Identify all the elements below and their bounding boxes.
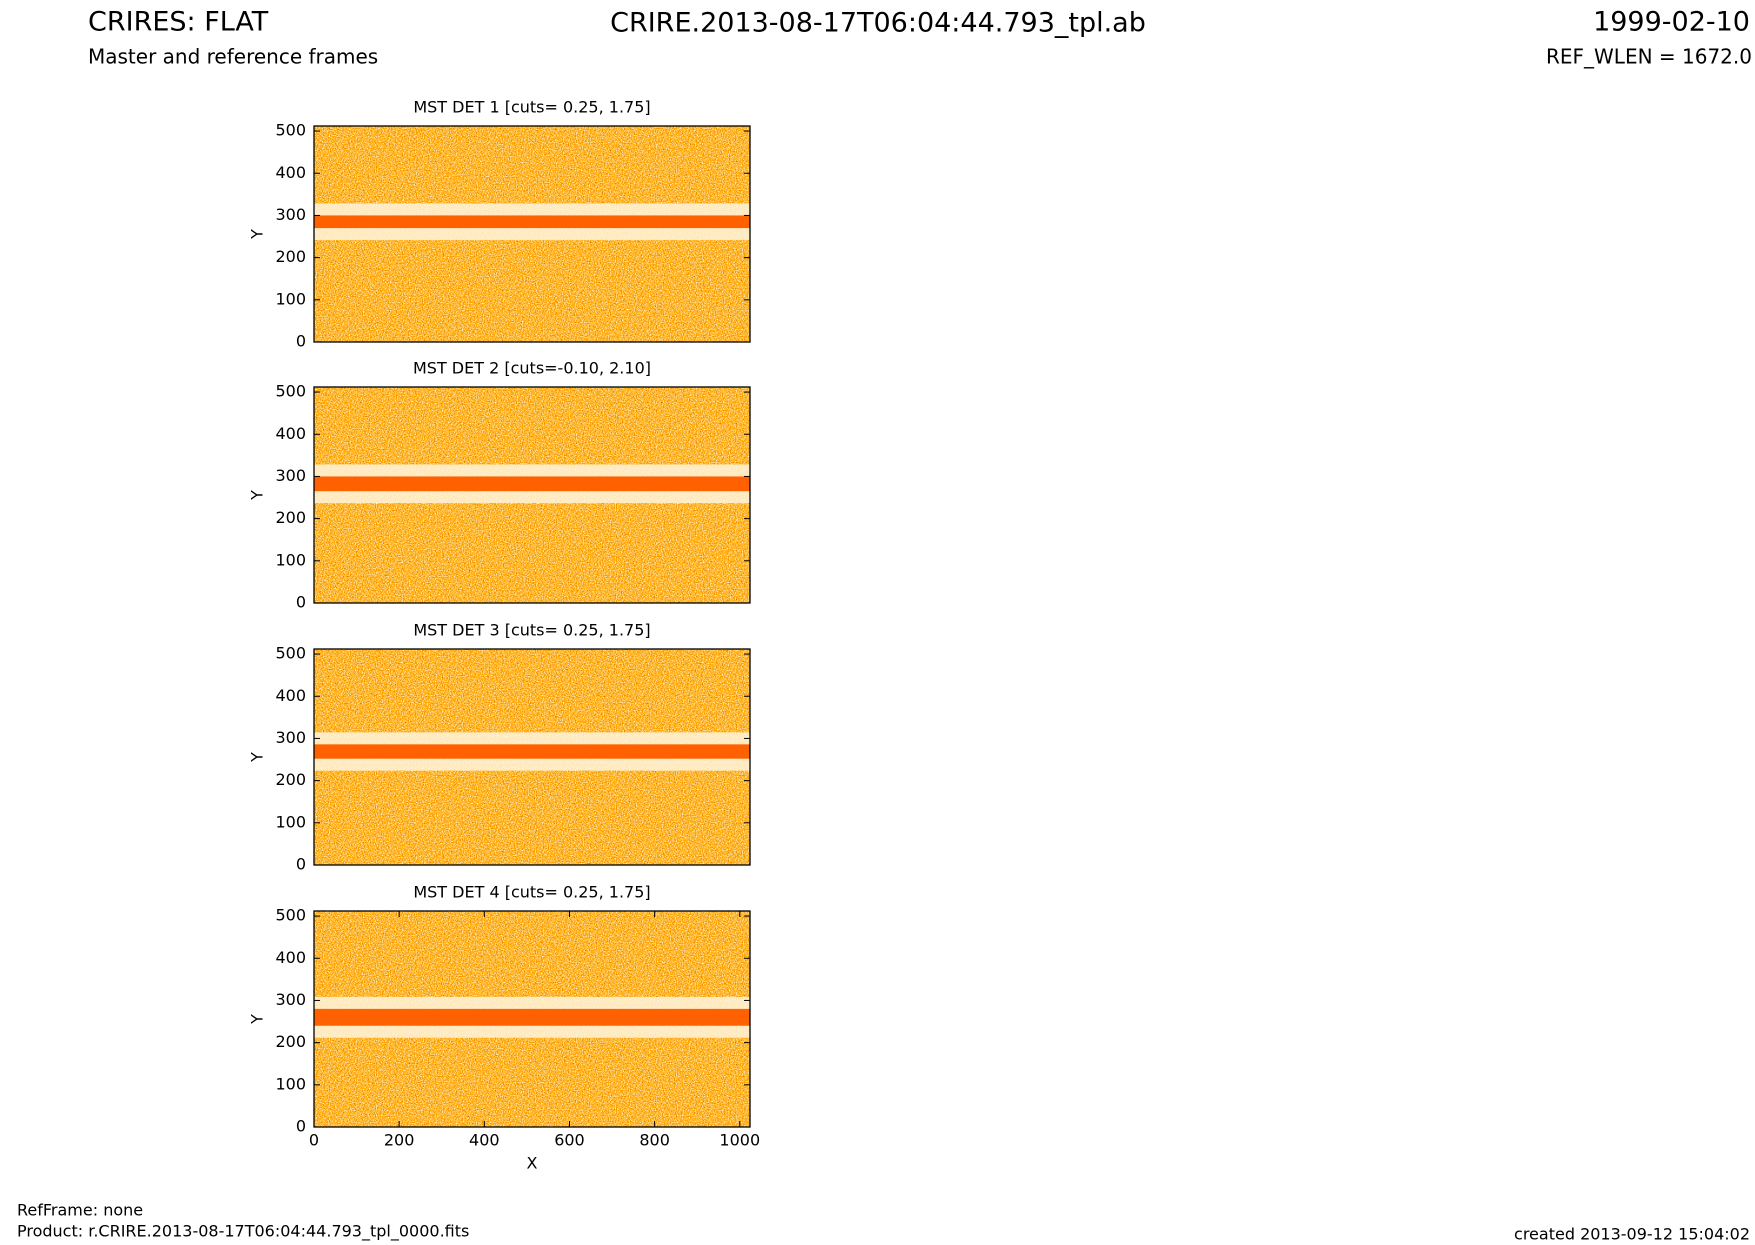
- product: Product: r.CRIRE.2013-08-17T06:04:44.793…: [17, 1222, 469, 1242]
- y-tick-label: 0: [296, 1117, 306, 1136]
- panel-title: MST DET 3 [cuts= 0.25, 1.75]: [413, 621, 650, 640]
- y-tick-label: 400: [275, 424, 306, 443]
- band: [314, 744, 750, 759]
- y-tick-label: 500: [275, 644, 306, 663]
- y-axis-label: Y: [248, 752, 267, 763]
- axes-frame: [313, 648, 751, 866]
- panel-title: MST DET 4 [cuts= 0.25, 1.75]: [413, 883, 650, 902]
- y-axis-label: Y: [248, 490, 267, 501]
- axes-frame: [313, 910, 751, 1128]
- y-axis-label: Y: [248, 1014, 267, 1025]
- x-tick-label: 0: [309, 1131, 319, 1150]
- y-tick-label: 200: [275, 770, 306, 789]
- y-tick-label: 100: [275, 289, 306, 308]
- panel-title: MST DET 2 [cuts=-0.10, 2.10]: [413, 359, 651, 378]
- y-tick-label: 300: [275, 990, 306, 1009]
- date: 1999-02-10: [1593, 7, 1750, 38]
- y-tick-label: 100: [275, 812, 306, 831]
- y-tick-label: 400: [275, 686, 306, 705]
- y-tick-label: 200: [275, 508, 306, 527]
- axes-frame: [313, 386, 751, 604]
- y-tick-label: 200: [275, 247, 306, 266]
- file-name: CRIRE.2013-08-17T06:04:44.793_tpl.ab: [610, 8, 1146, 39]
- y-tick-label: 0: [296, 593, 306, 612]
- y-tick-label: 500: [275, 121, 306, 140]
- ref-wlen: REF_WLEN = 1672.0: [1546, 45, 1752, 69]
- y-tick-label: 500: [275, 382, 306, 401]
- ref-frame: RefFrame: none: [17, 1201, 143, 1220]
- figure-title: CRIRES: FLAT: [88, 7, 269, 38]
- created: created 2013-09-12 15:04:02: [1514, 1225, 1750, 1244]
- y-tick-label: 100: [275, 550, 306, 569]
- x-axis-label: X: [527, 1154, 538, 1173]
- y-tick-label: 400: [275, 948, 306, 967]
- y-tick-label: 0: [296, 332, 306, 351]
- x-tick-label: 800: [639, 1131, 670, 1150]
- subtitle: Master and reference frames: [88, 45, 378, 69]
- axes-frame: [313, 125, 751, 343]
- y-tick-label: 300: [275, 205, 306, 224]
- x-tick-label: 400: [469, 1131, 500, 1150]
- y-tick-label: 200: [275, 1032, 306, 1051]
- y-tick-label: 0: [296, 855, 306, 874]
- x-tick-label: 200: [384, 1131, 415, 1150]
- y-tick-label: 500: [275, 906, 306, 925]
- y-tick-label: 300: [275, 466, 306, 485]
- y-tick-label: 400: [275, 163, 306, 182]
- y-axis-label: Y: [248, 229, 267, 240]
- x-tick-label: 600: [554, 1131, 585, 1150]
- panel-title: MST DET 1 [cuts= 0.25, 1.75]: [413, 98, 650, 117]
- y-tick-label: 300: [275, 728, 306, 747]
- band: [314, 1008, 750, 1026]
- band: [314, 215, 750, 229]
- band: [314, 476, 750, 492]
- y-tick-label: 100: [275, 1074, 306, 1093]
- x-tick-label: 1000: [719, 1131, 760, 1150]
